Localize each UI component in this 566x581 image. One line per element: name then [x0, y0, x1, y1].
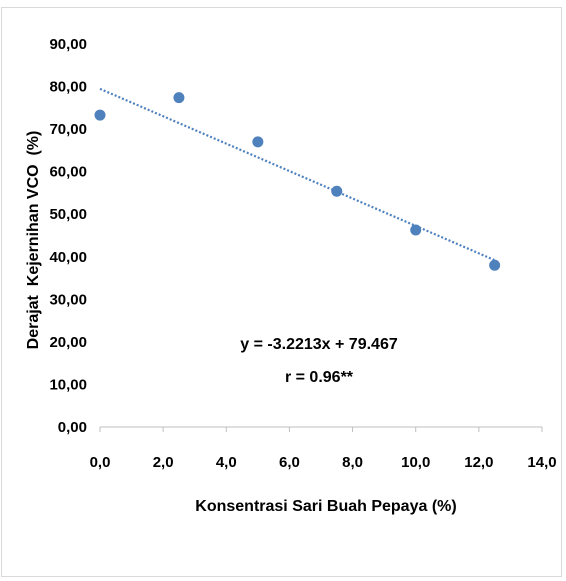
x-tick-label: 14,0	[527, 454, 556, 471]
y-tick-label: 50,00	[49, 206, 87, 223]
data-points	[94, 92, 501, 271]
x-tick-label: 6,0	[279, 454, 300, 471]
y-tick-label: 20,00	[49, 334, 87, 351]
data-point	[173, 92, 185, 104]
x-axis: 0,0 2,0 4,0 6,0 8,0 10,0 12,0 14,0	[90, 426, 557, 471]
y-tick-label: 10,00	[49, 376, 87, 393]
x-tick-label: 0,0	[90, 454, 111, 471]
x-tick-label: 8,0	[342, 454, 363, 471]
y-tick-label: 60,00	[49, 164, 87, 181]
x-tick-label: 2,0	[153, 454, 174, 471]
y-tick-label: 70,00	[49, 121, 87, 138]
equation-label: y = -3.2213x + 79.467	[240, 336, 398, 353]
data-point	[331, 185, 343, 197]
data-point	[489, 259, 501, 271]
y-tick-label: 0,00	[58, 419, 87, 436]
y-tick-label: 90,00	[49, 36, 87, 53]
y-tick-label: 30,00	[49, 291, 87, 308]
data-point	[252, 136, 264, 148]
x-tick-label: 4,0	[216, 454, 237, 471]
x-tick-label: 10,0	[401, 454, 430, 471]
y-tick-label: 80,00	[49, 79, 87, 96]
trendline	[99, 87, 496, 262]
y-axis-title: Derajat Kejernihan VCO (%)	[25, 131, 42, 350]
y-axis: 0,00 10,00 20,00 30,00 40,00 50,00 60,00 70,00 8…	[49, 36, 87, 436]
data-point	[94, 109, 106, 121]
data-point	[410, 224, 422, 236]
x-tick-label: 12,0	[464, 454, 493, 471]
x-axis-title: Konsentrasi Sari Buah Pepaya (%)	[195, 498, 456, 515]
trendline-group	[99, 87, 496, 262]
y-tick-label: 40,00	[49, 249, 87, 266]
r-value-label: r = 0.96**	[285, 369, 354, 386]
chart-frame	[1, 7, 562, 577]
